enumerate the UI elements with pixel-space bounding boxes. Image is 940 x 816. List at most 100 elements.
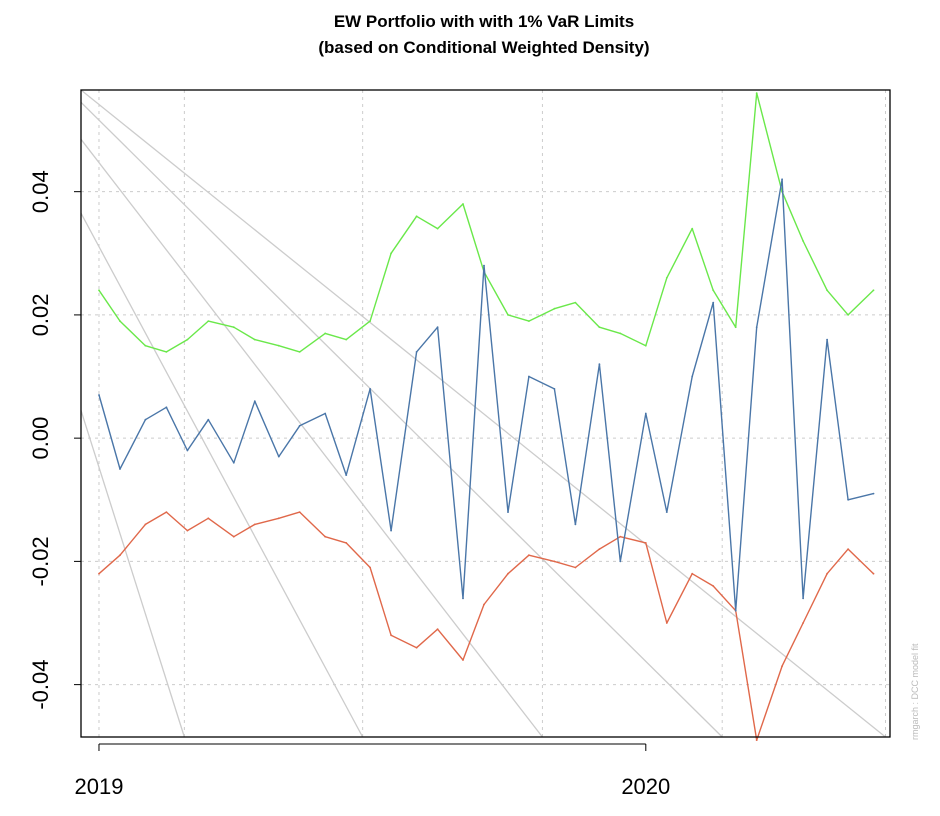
data-point-returns-22: [598, 363, 601, 366]
data-point-returns-21: [574, 523, 577, 526]
data-point-lower-20: [553, 560, 556, 563]
data-point-returns-3: [165, 406, 168, 409]
data-point-returns-1: [119, 468, 121, 470]
series-line-lower: [98, 511, 874, 741]
data-point-upper-7: [253, 338, 256, 341]
data-point-upper-2: [144, 344, 147, 347]
y-tick-label-4: 0.04: [28, 170, 53, 213]
data-point-upper-20: [553, 307, 556, 310]
data-point-lower-14: [415, 646, 418, 649]
data-point-upper-4: [186, 338, 189, 341]
data-point-lower-19: [528, 554, 530, 557]
background-line-1: [80, 212, 364, 738]
data-point-upper-26: [691, 227, 694, 230]
data-point-upper-10: [324, 332, 327, 335]
data-point-returns-16: [462, 597, 464, 600]
data-point-upper-27: [712, 289, 715, 292]
data-point-upper-16: [462, 203, 464, 205]
data-point-upper-28: [734, 326, 737, 329]
data-point-returns-27: [712, 301, 715, 304]
data-point-lower-34: [872, 572, 875, 575]
chart-title-group: EW Portfolio with with 1% VaR Limits (ba…: [318, 12, 649, 57]
data-point-lower-21: [574, 566, 577, 569]
data-point-lower-7: [253, 523, 256, 526]
x-tick-label-1: 2020: [621, 774, 670, 799]
data-point-returns-17: [483, 264, 485, 267]
background-lines: [80, 89, 886, 738]
background-line-4: [80, 89, 886, 738]
data-point-lower-11: [345, 542, 348, 544]
data-point-lower-13: [390, 634, 392, 637]
data-point-upper-6: [232, 326, 235, 329]
data-point-upper-13: [390, 252, 392, 255]
data-point-upper-15: [436, 227, 439, 230]
data-point-lower-30: [781, 665, 783, 667]
data-point-upper-11: [345, 338, 348, 341]
data-point-lower-27: [712, 585, 715, 587]
data-point-lower-8: [277, 517, 280, 520]
data-point-returns-32: [826, 338, 828, 341]
background-line-2: [80, 138, 543, 738]
chart-subtitle: (based on Conditional Weighted Density): [318, 38, 649, 57]
data-point-returns-31: [802, 597, 804, 600]
data-point-lower-18: [507, 572, 509, 575]
data-point-returns-10: [324, 412, 327, 415]
y-tick-label-2: 0.00: [28, 417, 53, 460]
data-point-upper-19: [528, 320, 530, 322]
data-point-lower-3: [165, 511, 168, 513]
data-point-upper-5: [207, 320, 210, 322]
y-tick-label-1: -0.02: [28, 536, 53, 586]
data-point-lower-0: [98, 572, 100, 575]
data-point-returns-13: [390, 529, 392, 532]
y-tick-label-3: 0.02: [28, 293, 53, 336]
data-point-upper-9: [298, 351, 301, 353]
x-axis: 2019 2020: [75, 743, 670, 799]
series-lines: [98, 92, 875, 741]
data-point-upper-1: [119, 320, 121, 322]
data-point-returns-9: [298, 424, 301, 427]
data-point-upper-33: [847, 314, 849, 316]
data-point-upper-22: [598, 326, 601, 329]
data-point-upper-12: [369, 320, 371, 322]
data-point-returns-25: [665, 511, 668, 513]
data-point-returns-2: [144, 418, 147, 421]
data-point-lower-6: [232, 535, 235, 538]
data-point-returns-15: [436, 326, 439, 329]
data-point-lower-25: [665, 622, 668, 624]
data-point-lower-16: [462, 659, 464, 661]
data-point-returns-33: [847, 498, 849, 501]
series-line-returns: [98, 178, 874, 612]
data-point-upper-0: [98, 289, 100, 292]
footnote: rmgarch : DCC model fit: [910, 643, 920, 740]
data-point-upper-18: [507, 314, 509, 316]
data-point-returns-6: [232, 461, 235, 464]
data-point-lower-5: [207, 517, 210, 520]
data-point-lower-9: [298, 511, 301, 513]
data-point-upper-8: [277, 344, 280, 347]
data-point-lower-32: [826, 572, 828, 575]
data-point-upper-24: [644, 344, 647, 347]
data-point-lower-1: [119, 554, 121, 557]
data-point-upper-21: [574, 301, 577, 304]
background-line-0: [80, 410, 185, 738]
data-point-lower-23: [619, 535, 622, 538]
x-tick-label-0: 2019: [75, 774, 124, 799]
data-point-returns-34: [872, 492, 875, 495]
background-line-3: [80, 101, 723, 738]
chart-title: EW Portfolio with with 1% VaR Limits: [334, 12, 634, 31]
y-axis: -0.04 -0.02 0.00 0.02 0.04: [28, 170, 82, 710]
data-point-upper-34: [872, 289, 875, 292]
data-point-returns-12: [369, 388, 371, 390]
data-point-upper-23: [619, 332, 622, 335]
y-tick-label-0: -0.04: [28, 660, 53, 710]
data-point-returns-4: [186, 449, 189, 452]
data-point-returns-20: [553, 388, 556, 390]
data-point-upper-31: [802, 240, 804, 242]
data-point-returns-28: [734, 609, 737, 612]
data-point-returns-18: [507, 511, 509, 513]
data-point-lower-29: [755, 739, 758, 741]
data-point-returns-26: [691, 375, 694, 378]
data-point-returns-7: [253, 400, 256, 403]
data-point-lower-4: [186, 529, 189, 532]
data-point-returns-19: [528, 375, 530, 378]
